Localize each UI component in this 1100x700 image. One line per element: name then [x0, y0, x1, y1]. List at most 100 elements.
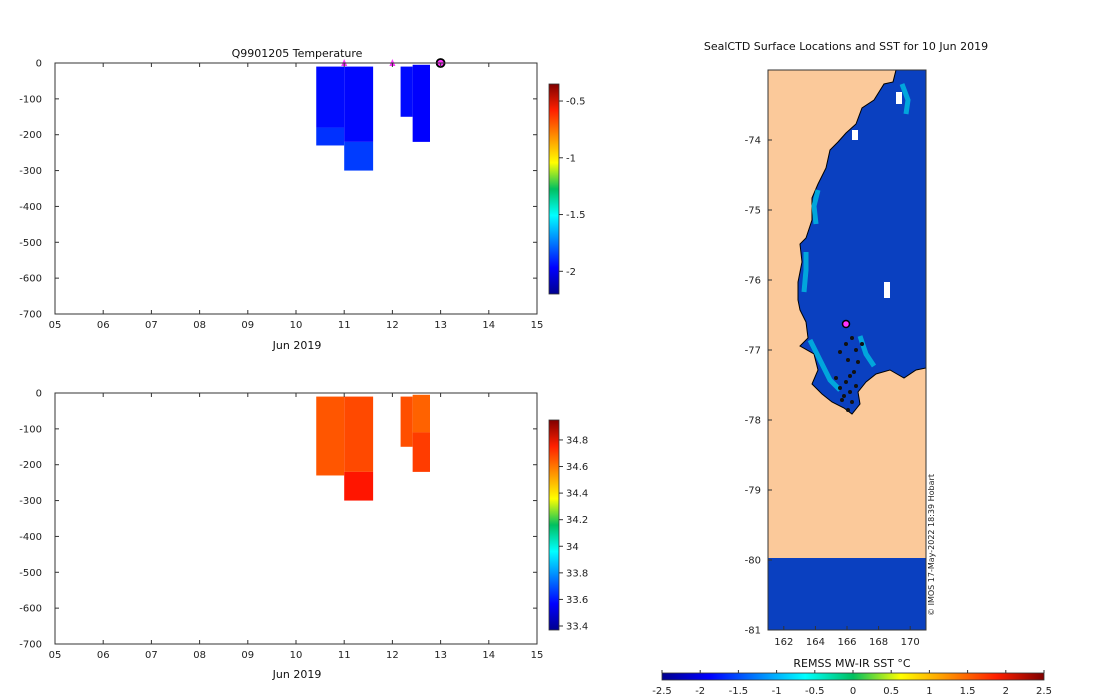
temp-ytick-label-5: -500	[19, 238, 42, 249]
sal-xtick-label-10: 15	[531, 650, 544, 661]
map-track-point-15	[848, 374, 852, 378]
map-ytick-label-7: -81	[745, 626, 761, 637]
sst-cb-tick-label-0: -2.5	[652, 686, 672, 697]
temp-xtick-label-6: 11	[338, 320, 351, 331]
map-xtick-label-4: 170	[901, 637, 920, 648]
temp-ytick-label-4: -400	[19, 202, 42, 213]
sal-profile-cell-3	[412, 394, 430, 433]
temp-profile-cell-1	[344, 66, 374, 142]
sal-xtick-label-5: 10	[290, 650, 303, 661]
sst-cb-tick-label-9: 2	[1003, 686, 1009, 697]
map-title: SealCTD Surface Locations and SST for 10…	[704, 40, 988, 53]
salinity-colorbar	[548, 419, 560, 631]
sst-cb-tick-label-6: 0.5	[883, 686, 899, 697]
map-ice-edge	[801, 83, 911, 392]
sal-ytick-label-2: -200	[19, 460, 42, 471]
temp-xtick-label-2: 07	[145, 320, 158, 331]
sal-cb-tick-label-6: 33.6	[566, 595, 588, 606]
map-track-point-9	[838, 386, 842, 390]
sal-ytick-label-5: -500	[19, 568, 42, 579]
sal-profile-cell-1	[344, 396, 374, 472]
sst-colorbar-label: REMSS MW-IR SST °C	[793, 657, 911, 670]
sst-colorbar	[661, 672, 1045, 681]
map-ytick-label-4: -78	[745, 416, 761, 427]
temp-xtick-label-4: 09	[241, 320, 254, 331]
map-credit: © IMOS 17-May-2022 18:39 Hobart	[927, 474, 936, 616]
map-track-point-13	[844, 342, 848, 346]
map-track-point-16	[854, 384, 858, 388]
sal-cb-tick-label-2: 34.4	[566, 489, 588, 500]
temp-cb-tick-label-2: -1.5	[566, 210, 586, 221]
temp-xtick-label-1: 06	[97, 320, 110, 331]
temp-cb-tick-label-0: -0.5	[566, 97, 586, 108]
sal-profile-deep-cell-3	[412, 432, 430, 472]
sst-cb-tick-label-7: 1	[926, 686, 932, 697]
map-ytick-label-3: -77	[745, 346, 761, 357]
sal-ytick-label-4: -400	[19, 532, 42, 543]
map-track-point-4	[844, 380, 848, 384]
map-track-points	[834, 336, 864, 412]
temp-profile-cell-0	[316, 66, 345, 128]
sst-cb-tick-label-8: 1.5	[960, 686, 976, 697]
sal-xtick-label-9: 14	[482, 650, 495, 661]
sal-cb-tick-label-3: 34.2	[566, 515, 588, 526]
temp-profile-cell-2	[400, 66, 413, 117]
map-track-point-2	[846, 358, 850, 362]
temp-ytick-label-7: -700	[19, 310, 42, 321]
temp-ytick-label-2: -200	[19, 130, 42, 141]
map-track-point-6	[842, 394, 846, 398]
temp-xtick-label-9: 14	[482, 320, 495, 331]
temp-profile-deep-cell-0	[316, 127, 345, 146]
sal-xtick-label-0: 05	[49, 650, 62, 661]
temp-cb-tick-label-1: -1	[566, 153, 576, 164]
map-track-point-5	[848, 390, 852, 394]
sal-xtick-label-8: 13	[434, 650, 447, 661]
sal-cb-tick-label-4: 34	[566, 542, 579, 553]
map-ytick-label-2: -76	[745, 276, 761, 287]
map-latest-position	[841, 319, 851, 329]
sst-cb-tick-label-1: -2	[695, 686, 705, 697]
temp-ytick-label-6: -600	[19, 274, 42, 285]
salinity-panel: 05 06 07 08 09 10 11 12 13 14 15 0 -100 -200 -300 -400 -…	[19, 389, 588, 682]
map-track-point-14	[838, 350, 842, 354]
sst-cb-tick-label-4: -0.5	[805, 686, 825, 697]
temperature-panel: Q9901205 Temperature 05 06 07 08 09 10 11 12 13 1…	[19, 47, 585, 352]
temperature-title: Q9901205 Temperature	[232, 47, 363, 60]
map-track-point-8	[846, 408, 850, 412]
temp-profile-cell-3	[412, 64, 430, 142]
temperature-xlabel: Jun 2019	[272, 339, 322, 352]
sal-ytick-label-0: 0	[36, 389, 42, 400]
map-track-point-17	[840, 398, 844, 402]
map-track-point-12	[860, 342, 864, 346]
temp-xtick-label-7: 12	[386, 320, 399, 331]
map-track-point-11	[856, 360, 860, 364]
temp-xtick-label-8: 13	[434, 320, 447, 331]
map-ytick-label-5: -79	[745, 486, 761, 497]
sal-profile-deep-cell-1	[344, 471, 374, 501]
map-xtick-label-1: 164	[806, 637, 825, 648]
temp-xtick-label-3: 08	[193, 320, 206, 331]
temp-ytick-label-3: -300	[19, 166, 42, 177]
sal-ytick-label-7: -700	[19, 640, 42, 651]
sal-profile-cell-0	[316, 396, 345, 476]
map-track-point-10	[834, 376, 838, 380]
salinity-xlabel: Jun 2019	[272, 668, 322, 681]
temp-xtick-label-10: 15	[531, 320, 544, 331]
sal-cb-tick-label-0: 34.8	[566, 435, 588, 446]
sst-cb-tick-label-2: -1.5	[729, 686, 749, 697]
salinity-axes-frame	[54, 392, 538, 645]
map-xtick-label-0: 162	[774, 637, 793, 648]
sal-cb-tick-label-1: 34.6	[566, 462, 588, 473]
temperature-axes-frame	[54, 62, 538, 315]
sal-ytick-label-1: -100	[19, 424, 42, 435]
temp-xtick-label-0: 05	[49, 320, 62, 331]
sal-cb-tick-label-7: 33.4	[566, 622, 588, 633]
sal-xtick-label-6: 11	[338, 650, 351, 661]
temp-xtick-label-5: 10	[290, 320, 303, 331]
sal-cb-tick-label-5: 33.8	[566, 568, 588, 579]
sal-ytick-label-6: -600	[19, 604, 42, 615]
map-ytick-label-0: -74	[745, 136, 761, 147]
sal-profile-cell-2	[400, 396, 413, 447]
sst-cb-tick-label-10: 2.5	[1036, 686, 1052, 697]
